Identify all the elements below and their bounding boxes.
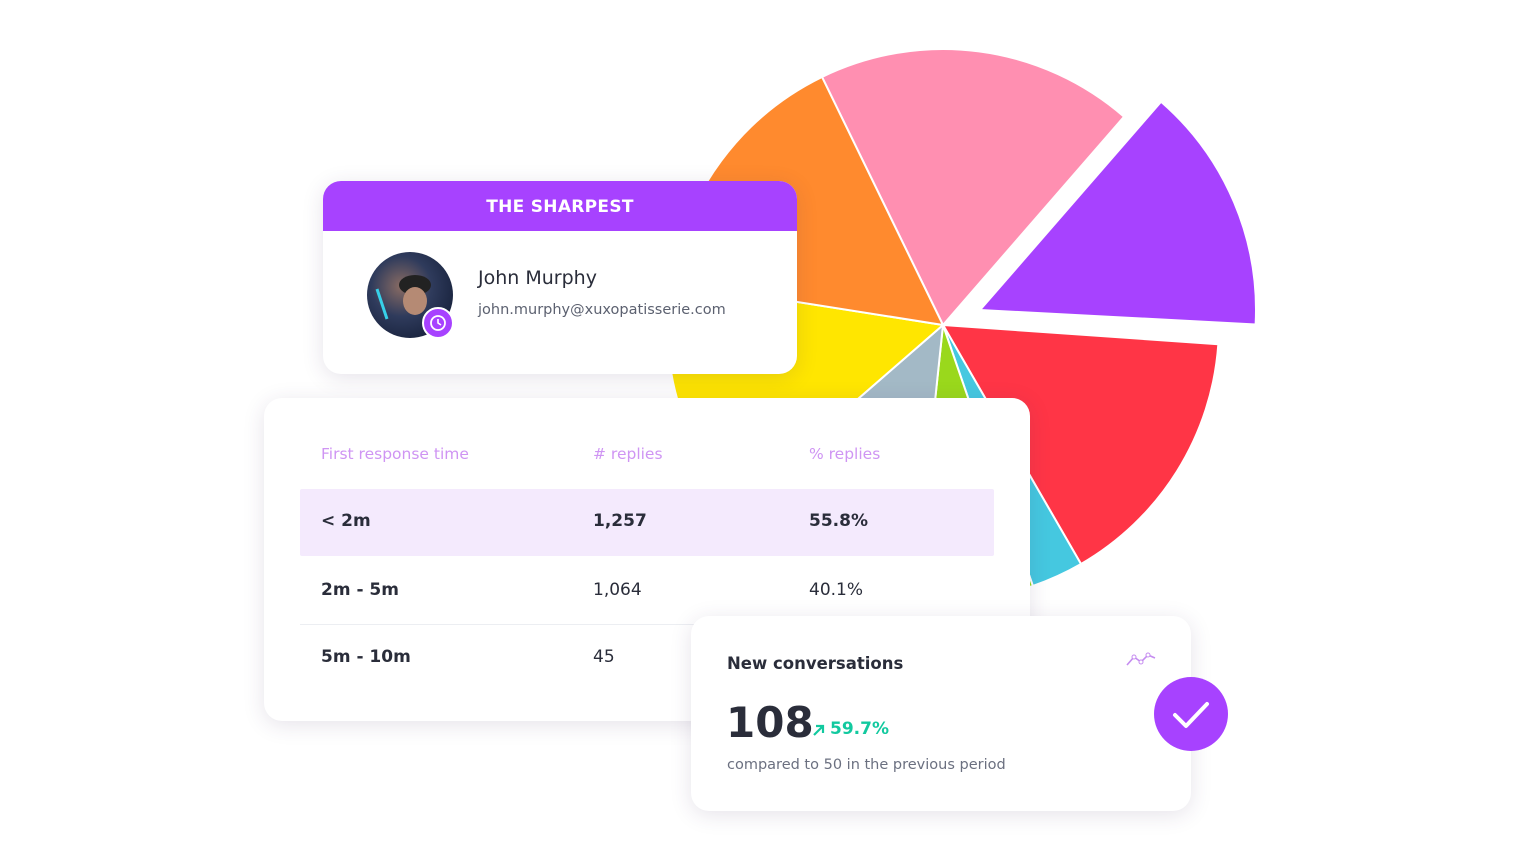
pie-slice bbox=[941, 323, 1220, 566]
card-title: THE SHARPEST bbox=[323, 181, 797, 231]
up-arrow bbox=[813, 724, 825, 736]
metric-comparison: compared to 50 in the previous period bbox=[727, 757, 1006, 773]
cell: 45 bbox=[593, 647, 615, 667]
metric-change: 59.7% bbox=[830, 719, 889, 739]
row-label: < 2m bbox=[321, 511, 371, 531]
pie-slice bbox=[820, 48, 1126, 327]
avatar bbox=[367, 252, 454, 339]
row-separator bbox=[300, 624, 994, 625]
profile-card: THE SHARPEST John Murphy john.murphy@xux… bbox=[323, 181, 797, 374]
user-name: John Murphy bbox=[478, 267, 597, 289]
row-highlight bbox=[300, 489, 994, 556]
cell: 1,257 bbox=[593, 511, 647, 531]
cell: 55.8% bbox=[809, 511, 868, 531]
cell: 40.1% bbox=[809, 580, 864, 600]
pie-slice bbox=[977, 100, 1257, 326]
row-label: 2m - 5m bbox=[321, 580, 399, 600]
check-badge bbox=[1154, 677, 1228, 751]
row-label: 5m - 10m bbox=[321, 647, 411, 667]
metric-card: New conversations 108 59.7% compared to … bbox=[691, 616, 1191, 811]
metric-value: 108 bbox=[726, 698, 814, 747]
trend-icon bbox=[1126, 652, 1156, 666]
column-header: First response time bbox=[321, 445, 469, 463]
column-header: # replies bbox=[593, 445, 663, 463]
cell: 1,064 bbox=[593, 580, 642, 600]
user-email: john.murphy@xuxopatisserie.com bbox=[478, 302, 726, 318]
column-header: % replies bbox=[809, 445, 881, 463]
metric-title: New conversations bbox=[727, 654, 904, 673]
